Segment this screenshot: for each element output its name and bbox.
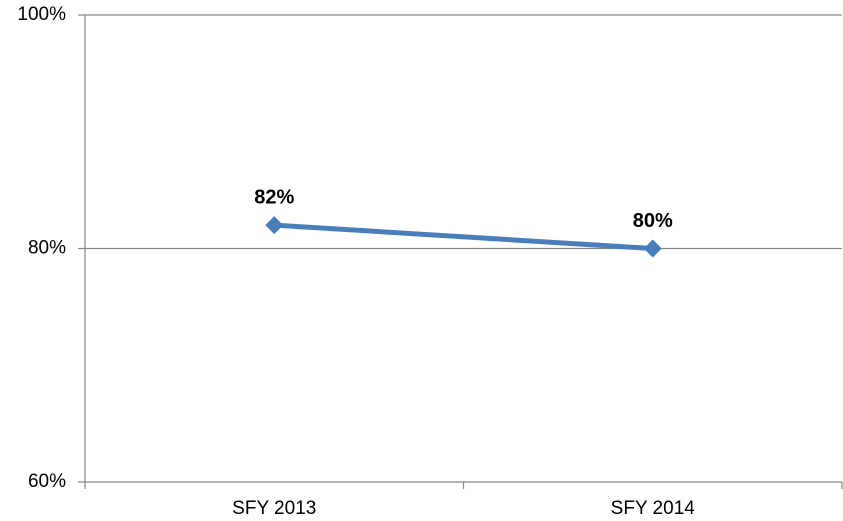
data-label: 80% bbox=[633, 210, 673, 232]
x-tick-label: SFY 2014 bbox=[611, 498, 696, 519]
series-line bbox=[274, 222, 653, 251]
x-tick-label: SFY 2013 bbox=[232, 498, 316, 519]
y-tick-label: 100% bbox=[17, 4, 66, 25]
data-label: 82% bbox=[254, 186, 294, 208]
y-tick-label: 60% bbox=[28, 471, 66, 492]
y-tick-label: 80% bbox=[28, 238, 66, 259]
data-point bbox=[643, 239, 662, 258]
data-point bbox=[265, 216, 284, 235]
